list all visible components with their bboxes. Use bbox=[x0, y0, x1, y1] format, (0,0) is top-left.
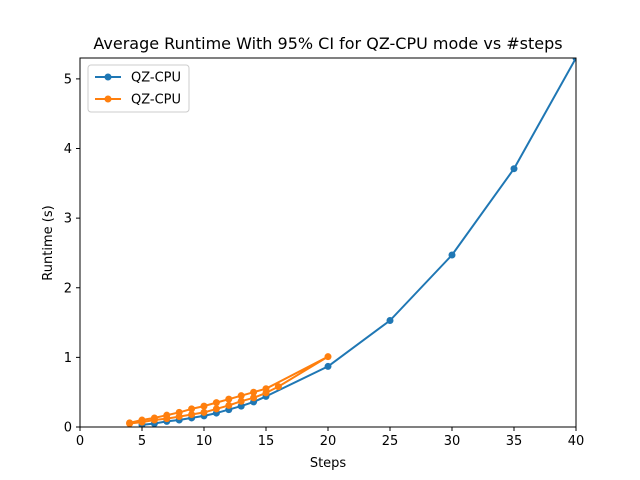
series-line bbox=[129, 355, 329, 425]
data-point bbox=[250, 394, 258, 402]
data-point bbox=[225, 395, 233, 403]
series-1 bbox=[126, 353, 332, 427]
y-tick-label: 4 bbox=[64, 142, 72, 157]
data-point bbox=[200, 408, 208, 416]
plot-area bbox=[126, 58, 576, 427]
data-point bbox=[126, 419, 134, 427]
data-point bbox=[237, 392, 245, 400]
data-point bbox=[448, 251, 456, 259]
legend-marker bbox=[104, 95, 112, 103]
x-tick-label: 25 bbox=[382, 434, 399, 449]
data-point bbox=[324, 362, 332, 370]
data-point bbox=[572, 58, 576, 62]
data-point bbox=[188, 405, 196, 413]
data-point bbox=[324, 353, 332, 361]
data-point bbox=[138, 416, 146, 424]
data-point bbox=[188, 410, 196, 418]
y-tick-label: 2 bbox=[64, 281, 72, 296]
y-tick-label: 3 bbox=[64, 212, 72, 227]
legend: QZ-CPU QZ-CPU bbox=[87, 64, 190, 113]
y-tick-label: 1 bbox=[64, 351, 72, 366]
data-point bbox=[212, 405, 220, 413]
x-tick-label: 0 bbox=[76, 434, 84, 449]
legend-label: QZ-CPU bbox=[131, 93, 181, 108]
x-axis-label: Steps bbox=[310, 456, 347, 471]
data-point bbox=[163, 411, 171, 419]
y-tick-label: 0 bbox=[64, 421, 72, 436]
data-point bbox=[237, 397, 245, 405]
axes-frame bbox=[79, 57, 577, 428]
axes: 0 5 10 15 20 25 30 35 40 0 1 2 3 4 5 bbox=[64, 57, 585, 449]
data-point bbox=[225, 401, 233, 409]
data-point bbox=[175, 408, 183, 416]
data-point bbox=[262, 385, 270, 393]
series-layer bbox=[126, 58, 576, 427]
x-tick-label: 30 bbox=[444, 434, 461, 449]
data-point bbox=[250, 388, 258, 396]
data-point bbox=[200, 402, 208, 410]
legend-marker bbox=[104, 73, 112, 81]
y-axis-label: Runtime (s) bbox=[41, 205, 56, 280]
series-line bbox=[141, 58, 576, 426]
legend-item: QZ-CPU bbox=[95, 93, 181, 108]
y-tick-label: 5 bbox=[64, 72, 72, 87]
data-point bbox=[274, 383, 282, 391]
series-0 bbox=[138, 58, 576, 427]
data-point bbox=[386, 316, 394, 324]
legend-item: QZ-CPU bbox=[95, 71, 181, 86]
x-tick-label: 40 bbox=[568, 434, 585, 449]
x-tick-label: 15 bbox=[258, 434, 275, 449]
x-tick-label: 20 bbox=[320, 434, 337, 449]
data-point bbox=[150, 414, 158, 422]
x-tick-label: 5 bbox=[138, 434, 146, 449]
x-tick-label: 35 bbox=[506, 434, 523, 449]
x-tick-label: 10 bbox=[196, 434, 213, 449]
chart-title: Average Runtime With 95% CI for QZ-CPU m… bbox=[93, 34, 562, 53]
data-point bbox=[510, 165, 518, 173]
legend-label: QZ-CPU bbox=[131, 71, 181, 86]
data-point bbox=[237, 402, 245, 410]
data-point bbox=[212, 399, 220, 407]
